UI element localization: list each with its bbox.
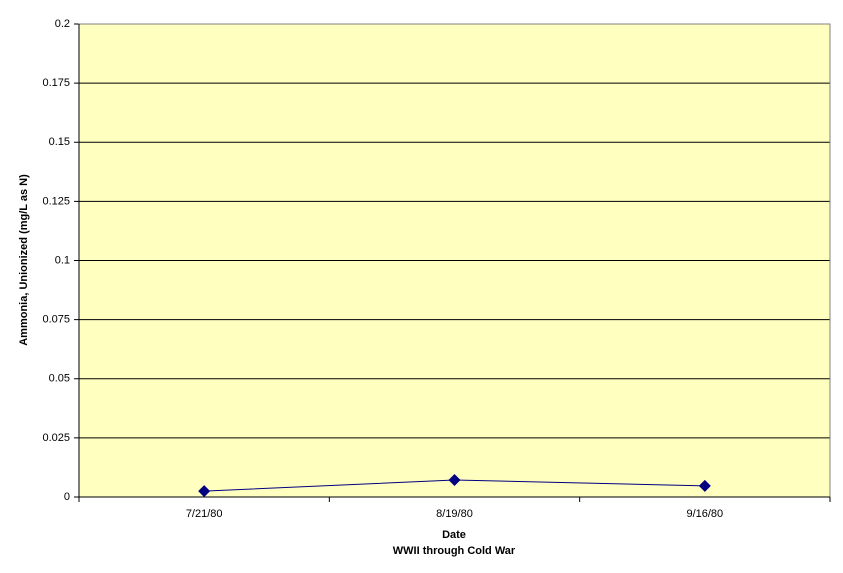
data-point <box>448 473 461 486</box>
y-tick-label: 0.175 <box>42 77 70 89</box>
y-tick-label: 0.05 <box>49 373 70 385</box>
x-axis-title: Date <box>442 529 466 541</box>
y-axis-title: Ammonia, Unionized (mg/L as N) <box>18 174 30 346</box>
data-point <box>698 479 711 492</box>
y-tick-label: 0.1 <box>55 254 70 266</box>
y-tick-label: 0 <box>64 491 70 503</box>
data-point <box>198 485 211 498</box>
y-tick-label: 0.075 <box>42 314 70 326</box>
y-tick-label: 0.15 <box>49 136 70 148</box>
x-axis-subtitle: WWII through Cold War <box>393 545 516 557</box>
x-tick-label: 9/16/80 <box>686 508 723 520</box>
x-tick-label: 7/21/80 <box>186 508 223 520</box>
y-tick-label: 0.125 <box>42 195 70 207</box>
x-tick-label: 8/19/80 <box>436 508 473 520</box>
y-tick-label: 0.025 <box>42 432 70 444</box>
y-tick-label: 0.2 <box>55 18 70 30</box>
